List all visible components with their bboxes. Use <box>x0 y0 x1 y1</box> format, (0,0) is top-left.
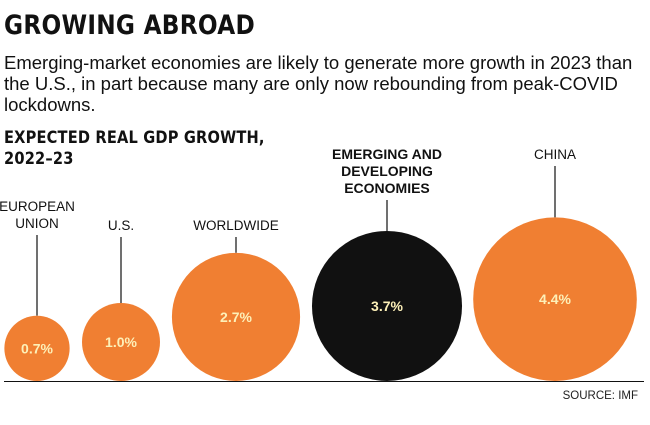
category-label: ECONOMIES <box>344 180 430 196</box>
category-label: UNION <box>15 216 59 231</box>
bubble <box>4 315 70 382</box>
chart-title: EXPECTED REAL GDP GROWTH, 2022–23 <box>4 128 265 170</box>
bubble <box>473 217 637 381</box>
category-label: EUROPEAN <box>0 199 75 214</box>
category-label: WORLDWIDE <box>193 218 279 233</box>
value-label: 1.0% <box>105 334 137 350</box>
category-label: DEVELOPING <box>341 163 433 179</box>
bubble <box>171 252 301 381</box>
category-label: EMERGING AND <box>332 146 442 162</box>
dek: Emerging-market economies are likely to … <box>4 52 633 115</box>
category-label: CHINA <box>534 147 576 162</box>
category-label: U.S. <box>108 218 134 233</box>
headline: GROWING ABROAD <box>4 10 256 41</box>
bubble <box>311 230 463 381</box>
value-label: 3.7% <box>371 298 403 314</box>
chart-title-line-1: EXPECTED REAL GDP GROWTH, <box>4 128 265 148</box>
chart-title-line-2: 2022–23 <box>4 149 74 169</box>
value-label: 0.7% <box>21 340 53 356</box>
value-label: 4.4% <box>539 291 571 307</box>
source-note: SOURCE: IMF <box>562 390 638 402</box>
value-label: 2.7% <box>220 309 252 325</box>
bubble <box>82 303 160 381</box>
